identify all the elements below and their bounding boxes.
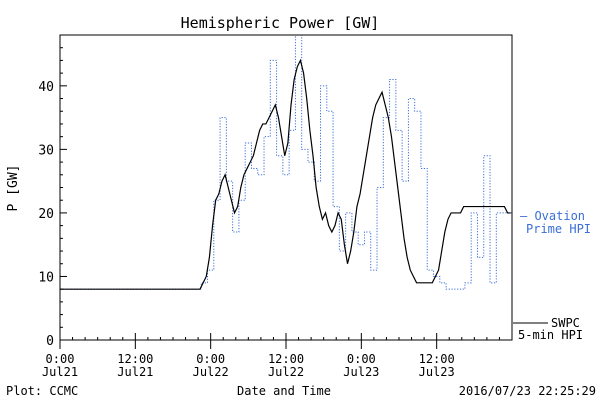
x-axis: 0:00Jul2112:00Jul210:00Jul2212:00Jul220:… <box>42 333 513 379</box>
plot-credit: Plot: CCMC <box>6 384 78 398</box>
x-tick-time-4: 0:00 <box>347 352 376 366</box>
y-tick-label-4: 40 <box>38 80 54 95</box>
x-tick-date-0: Jul21 <box>42 365 78 379</box>
y-tick-label-0: 0 <box>46 334 54 349</box>
y-tick-label-2: 20 <box>38 207 54 222</box>
x-tick-date-3: Jul22 <box>268 365 304 379</box>
y-tick-label-1: 10 <box>38 270 54 285</box>
x-tick-time-3: 12:00 <box>268 352 304 366</box>
legend-swpc-line1: SWPC <box>551 316 580 330</box>
legend-swpc: SWPC 5-min HPI <box>513 316 583 342</box>
legend-ovation-line1: — Ovation <box>520 209 585 223</box>
x-tick-date-2: Jul22 <box>193 365 229 379</box>
legend-ovation: — Ovation Prime HPI <box>520 209 591 236</box>
timestamp: 2016/07/23 22:25:29 <box>459 384 596 398</box>
chart-title: Hemispheric Power [GW] <box>181 14 380 32</box>
series-swpc-5min-hpi <box>60 58 511 290</box>
x-tick-time-5: 12:00 <box>419 352 455 366</box>
x-tick-time-2: 0:00 <box>196 352 225 366</box>
legend-ovation-line2: Prime HPI <box>526 222 591 236</box>
series-ovation-prime-hpi <box>60 34 512 290</box>
x-tick-date-4: Jul23 <box>343 365 379 379</box>
x-tick-date-5: Jul23 <box>419 365 455 379</box>
y-axis-label: P [GW] <box>6 165 21 212</box>
y-tick-label-3: 30 <box>38 143 54 158</box>
plot-frame <box>59 34 513 341</box>
x-tick-time-0: 0:00 <box>46 352 75 366</box>
legend-swpc-line2: 5-min HPI <box>518 328 583 342</box>
series-layer <box>60 34 512 290</box>
x-axis-label: Date and Time <box>237 384 331 398</box>
x-tick-date-1: Jul21 <box>117 365 153 379</box>
x-tick-time-1: 12:00 <box>117 352 153 366</box>
y-axis: 0 10 20 30 40 <box>38 34 67 349</box>
